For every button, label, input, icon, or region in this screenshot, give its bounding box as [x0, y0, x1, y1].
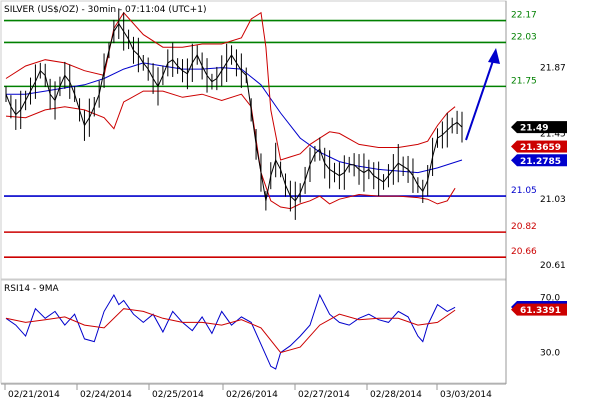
- x-tick-label: 02/21/2014: [8, 390, 60, 400]
- level-label-22.17: 22.17: [511, 11, 537, 21]
- price-y-tick: 21.45: [540, 129, 566, 139]
- x-tick-label: 02/26/2014: [226, 390, 278, 400]
- rsi-panel-rsi-line: [5, 293, 456, 370]
- price-tag-label: 21.2785: [520, 157, 561, 167]
- price-tag-pointer: [511, 140, 517, 153]
- forecast-arrow-line: [465, 51, 497, 141]
- level-label-22.03: 22.03: [511, 32, 537, 42]
- price-panel-bb_lower-line: [5, 90, 456, 210]
- price-panel-ma-line: [6, 62, 463, 174]
- price-chart-title: SILVER (US$/OZ) - 30min - 07:11:04 (UTC+…: [4, 5, 206, 15]
- price-tag-pointer: [511, 154, 517, 167]
- level-label-21.75: 21.75: [511, 76, 537, 86]
- rsi-panel-frame: [0, 279, 507, 384]
- price-y-tick: 20.61: [540, 261, 566, 271]
- x-tick-label: 02/28/2014: [370, 390, 422, 400]
- price-y-tick: 21.87: [540, 64, 566, 74]
- level-label-21.05: 21.05: [511, 186, 537, 196]
- x-tick-label: 03/03/2014: [440, 390, 492, 400]
- price-tag-pointer: [511, 121, 517, 134]
- rsi-tag-box: [517, 303, 567, 316]
- x-tick-label: 02/25/2014: [152, 390, 204, 400]
- rsi-y-tick: 30.0: [540, 349, 560, 359]
- forecast-arrow-head: [488, 48, 500, 64]
- price-tag-label: 21.49: [520, 124, 548, 134]
- level-label-20.82: 20.82: [511, 222, 537, 232]
- rsi-tag-pointer: [511, 303, 517, 316]
- price-panel-price-line: [5, 22, 463, 202]
- price-y-tick: 21.03: [540, 195, 566, 205]
- rsi-tag-label: 61.3391: [520, 306, 561, 316]
- rsi-y-tick: 70.0: [540, 294, 560, 304]
- price-tag-box: [517, 140, 567, 153]
- x-tick-label: 02/24/2014: [80, 390, 132, 400]
- price-tag-box: [517, 154, 567, 167]
- price-panel-bb_upper-line: [5, 11, 456, 161]
- rsi-panel-rsi_ma-line: [5, 308, 456, 354]
- price-tag-box: [517, 121, 567, 134]
- x-tick-label: 02/27/2014: [298, 390, 350, 400]
- price-tag-label: 21.3659: [520, 143, 561, 153]
- rsi-chart-title: RSI14 - 9MA: [4, 284, 60, 294]
- level-label-20.66: 20.66: [511, 247, 537, 257]
